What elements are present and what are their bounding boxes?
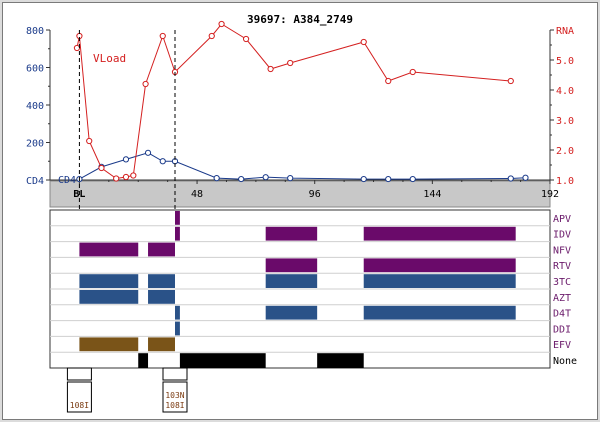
vload-point [287,59,294,67]
cd4-point [385,175,392,183]
cd4-point [213,175,220,182]
right-tick-label: 1.0 [556,176,574,187]
cd4-point [122,156,130,163]
drug-bar-d4t [265,305,318,320]
left-tick-label: 200 [26,139,44,150]
drug-bar-rtv [265,258,318,273]
drug-label-idv: IDV [553,230,571,241]
left-tick-label: 800 [26,26,44,37]
vload-point [113,175,120,182]
genotype-header-box [162,367,188,381]
cd4-line [79,152,526,180]
cd4-point [409,175,416,183]
x-tick-label: 144 [423,189,441,200]
x-axis-band [49,180,551,208]
x-tick-label: 192 [541,189,559,200]
x-tick-label: 96 [309,189,321,200]
drug-bar-azt [79,290,139,304]
drug-bar-none [179,353,266,368]
left-tick-label: 600 [26,64,44,75]
drug-label-d4t: D4T [553,309,571,320]
vload-point [208,32,215,40]
left-tick-label: CD4 [26,176,44,187]
vload-point [507,77,514,85]
vload-point [98,164,105,172]
drug-label-none: None [553,356,577,367]
drug-bar-apv [175,211,180,225]
cd4-point [522,174,529,181]
vload-point [142,80,149,88]
left-tick-label: 400 [26,101,44,112]
drug-label-rtv: RTV [553,261,571,272]
cd4-point [262,174,269,181]
drug-label-nfv: NFV [553,245,571,256]
vload-point [360,38,367,46]
x-tick-label: 48 [191,189,203,200]
vload-label: VLoad [93,52,126,65]
drug-bar-idv [175,226,180,241]
cd4-point [159,158,166,165]
drug-label-ddi: DDI [553,324,571,335]
mutation-label: 108I [165,401,184,410]
vload-line [76,23,511,180]
right-tick-label: RNA [556,26,574,37]
genotype-header-box [66,367,92,381]
right-tick-label: 2.0 [556,146,574,157]
cd4-point [287,175,294,182]
drug-bar-idv [265,226,318,241]
drug-bar-3tc [148,274,175,288]
drug-bar-none [317,353,364,368]
mutation-label: 103N [165,391,184,400]
vload-point [86,137,93,145]
cd4-point [507,175,514,182]
drug-bar-none [138,353,149,368]
vload-point [122,173,130,181]
drug-bar-3tc [79,274,139,288]
vload-point [159,32,166,40]
drug-bar-rtv [363,258,516,273]
right-tick-label: 5.0 [556,56,574,67]
vload-point [267,65,274,73]
genotype-box [66,381,92,413]
drug-bar-azt [148,290,175,304]
cd4-label: CD4 [58,175,76,186]
drug-label-apv: APV [553,214,571,225]
drug-label-3tc: 3TC [553,277,571,288]
right-tick-label: 3.0 [556,116,574,127]
cd4-point [144,149,152,156]
drug-label-efv: EFV [553,340,571,351]
drug-bar-d4t [363,305,516,320]
drug-bar-nfv [79,242,139,257]
drug-bar-efv [148,337,175,352]
drug-bar-efv [79,337,139,352]
vload-point [218,20,225,28]
right-tick-label: 4.0 [556,86,574,97]
genotype-box [162,381,188,413]
drug-bar-3tc [265,274,318,288]
drug-bar-ddi [175,321,180,336]
drug-bar-nfv [148,242,175,257]
drug-bar-d4t [175,305,180,320]
mutation-label: 108I [70,401,89,410]
vload-point [130,172,137,179]
vload-point [409,68,416,76]
chart-title: 39697: A384_2749 [247,13,353,26]
vload-point [242,35,250,43]
cd4-point [360,175,367,183]
drug-bar-idv [363,226,516,241]
drug-label-azt: AZT [553,293,571,304]
cd4-point [238,175,245,183]
vload-point [385,77,392,85]
vload-point [73,44,81,52]
drug-bar-3tc [363,274,516,288]
